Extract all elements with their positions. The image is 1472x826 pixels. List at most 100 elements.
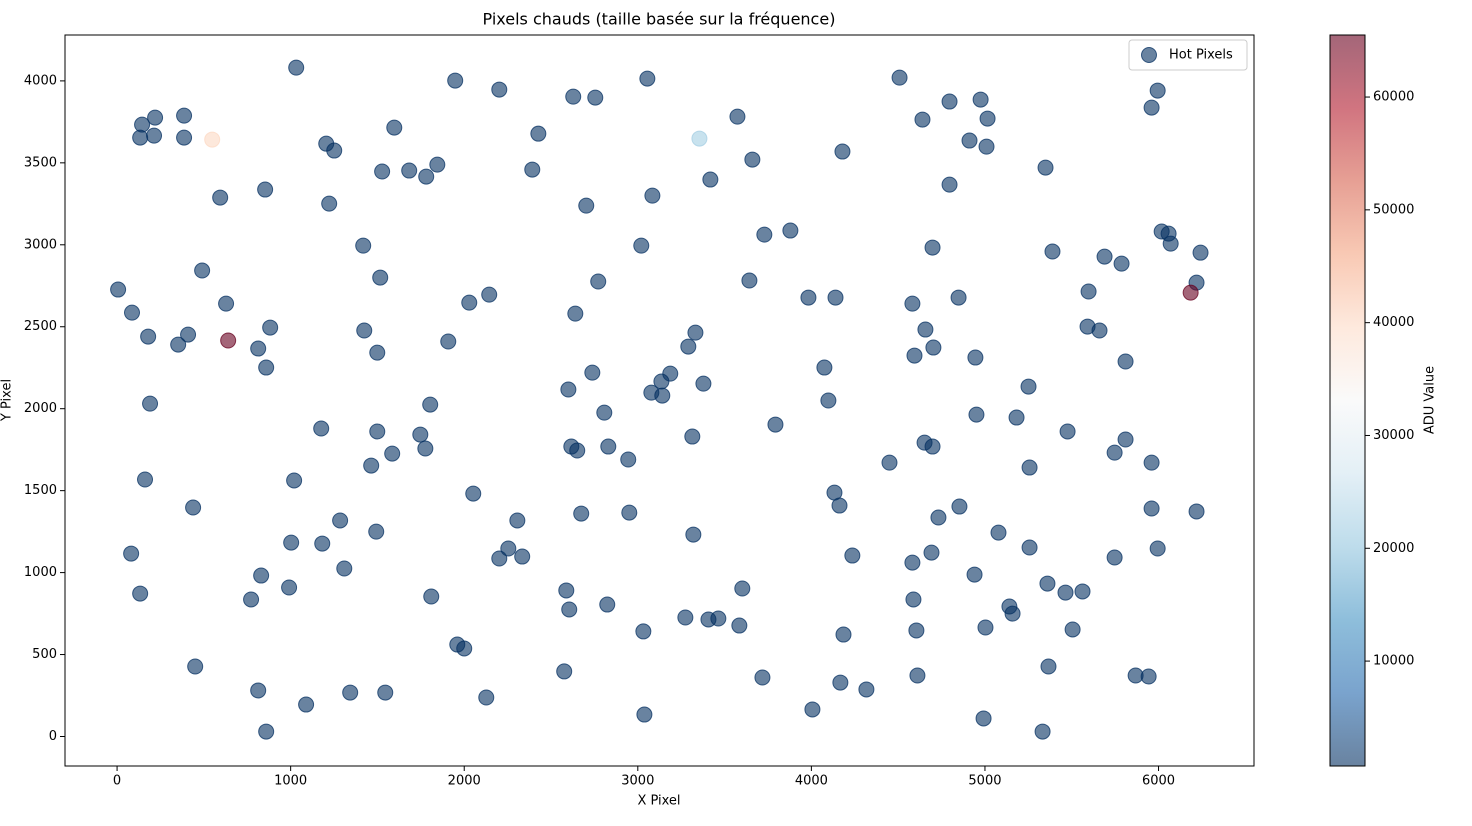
hot-pixel xyxy=(530,125,547,142)
hot-pixel xyxy=(636,706,653,723)
hot-pixel xyxy=(844,547,861,564)
hot-pixel xyxy=(220,332,237,349)
x-axis-label: X Pixel xyxy=(637,794,680,809)
hot-pixel xyxy=(1020,378,1037,395)
hot-pixel xyxy=(1106,549,1123,566)
hot-pixel xyxy=(1149,540,1166,557)
hot-pixel xyxy=(356,322,373,339)
hot-pixel xyxy=(123,545,140,562)
hot-pixel xyxy=(941,93,958,110)
hot-pixel xyxy=(288,59,305,76)
hot-pixel xyxy=(687,324,704,341)
hot-pixel xyxy=(950,289,967,306)
hot-pixel xyxy=(702,171,719,188)
hot-pixel xyxy=(1021,459,1038,476)
hot-pixel xyxy=(827,289,844,306)
hot-pixel xyxy=(941,176,958,193)
hot-pixel xyxy=(185,499,202,516)
hot-pixel xyxy=(930,509,947,526)
hot-pixel xyxy=(621,504,638,521)
hot-pixel xyxy=(132,585,149,602)
hot-pixel xyxy=(578,197,595,214)
hot-pixel xyxy=(561,601,578,618)
colorbar-tick-label: 20000 xyxy=(1373,541,1414,556)
hot-pixel xyxy=(422,396,439,413)
hot-pixel xyxy=(1188,503,1205,520)
x-tick-label: 3000 xyxy=(621,774,654,789)
hot-pixel xyxy=(587,89,604,106)
y-tick-label: 4000 xyxy=(24,73,57,88)
hot-pixel xyxy=(644,187,661,204)
hot-pixel xyxy=(384,445,401,462)
hot-pixel xyxy=(968,406,985,423)
hot-pixel xyxy=(754,669,771,686)
hot-pixel xyxy=(478,689,495,706)
hot-pixel xyxy=(966,566,983,583)
hot-pixel xyxy=(1004,605,1021,622)
hot-pixel xyxy=(565,88,582,105)
hot-pixel xyxy=(831,497,848,514)
hot-pixel xyxy=(447,72,464,89)
hot-pixel xyxy=(904,554,921,571)
colorbar-tick-label: 10000 xyxy=(1373,654,1414,669)
hot-pixel xyxy=(336,560,353,577)
hot-pixel xyxy=(1162,235,1179,252)
hot-pixel xyxy=(1143,99,1160,116)
chart-title: Pixels chauds (taille basée sur la fréqu… xyxy=(483,10,836,29)
hot-pixel xyxy=(558,582,575,599)
hot-pixel xyxy=(858,681,875,698)
hot-pixel xyxy=(756,226,773,243)
hot-pixel xyxy=(908,622,925,639)
hot-pixel xyxy=(286,472,303,489)
hot-pixel xyxy=(147,109,164,126)
hot-pixel xyxy=(909,667,926,684)
hot-pixel xyxy=(832,674,849,691)
hot-pixel xyxy=(978,138,995,155)
hot-pixel xyxy=(313,420,330,437)
hot-pixel xyxy=(906,347,923,364)
hot-pixel xyxy=(368,523,385,540)
y-tick-label: 3500 xyxy=(24,155,57,170)
hot-pixel xyxy=(418,168,435,185)
x-tick-label: 5000 xyxy=(968,774,1001,789)
hot-pixel xyxy=(110,281,127,298)
hot-pixel xyxy=(194,262,211,279)
hot-pixel xyxy=(386,119,403,136)
hot-pixel xyxy=(374,163,391,180)
hot-pixel xyxy=(556,663,573,680)
hot-pixel xyxy=(142,395,159,412)
hot-pixel xyxy=(1074,583,1091,600)
hot-pixel xyxy=(363,457,380,474)
hot-pixel xyxy=(124,304,141,321)
hot-pixel xyxy=(514,548,531,565)
hot-pixel xyxy=(639,70,656,87)
hot-pixel xyxy=(1034,723,1051,740)
hot-pixel xyxy=(1021,539,1038,556)
y-tick-label: 500 xyxy=(32,647,57,662)
hot-pixel xyxy=(283,534,300,551)
hot-pixel xyxy=(140,328,157,345)
x-tick-label: 4000 xyxy=(795,774,828,789)
hot-pixel xyxy=(212,189,229,206)
hot-pixel xyxy=(654,387,671,404)
hot-pixel xyxy=(412,426,429,443)
hot-pixel xyxy=(905,591,922,608)
legend-marker xyxy=(1141,47,1157,63)
hot-pixel xyxy=(804,701,821,718)
hot-pixel xyxy=(1192,244,1209,261)
hot-pixel xyxy=(1096,248,1113,265)
hot-pixel xyxy=(734,580,751,597)
hot-pixel xyxy=(218,295,235,312)
hot-pixel xyxy=(481,286,498,303)
hot-pixel xyxy=(1143,500,1160,517)
hot-pixel xyxy=(369,423,386,440)
y-tick-label: 1000 xyxy=(24,565,57,580)
hot-pixel xyxy=(684,428,701,445)
hot-pixel xyxy=(401,162,418,179)
hot-pixel xyxy=(137,471,154,488)
colorbar-tick-label: 40000 xyxy=(1373,315,1414,330)
hot-pixel xyxy=(456,640,473,657)
hot-pixel xyxy=(967,349,984,366)
hot-pixel xyxy=(243,591,260,608)
